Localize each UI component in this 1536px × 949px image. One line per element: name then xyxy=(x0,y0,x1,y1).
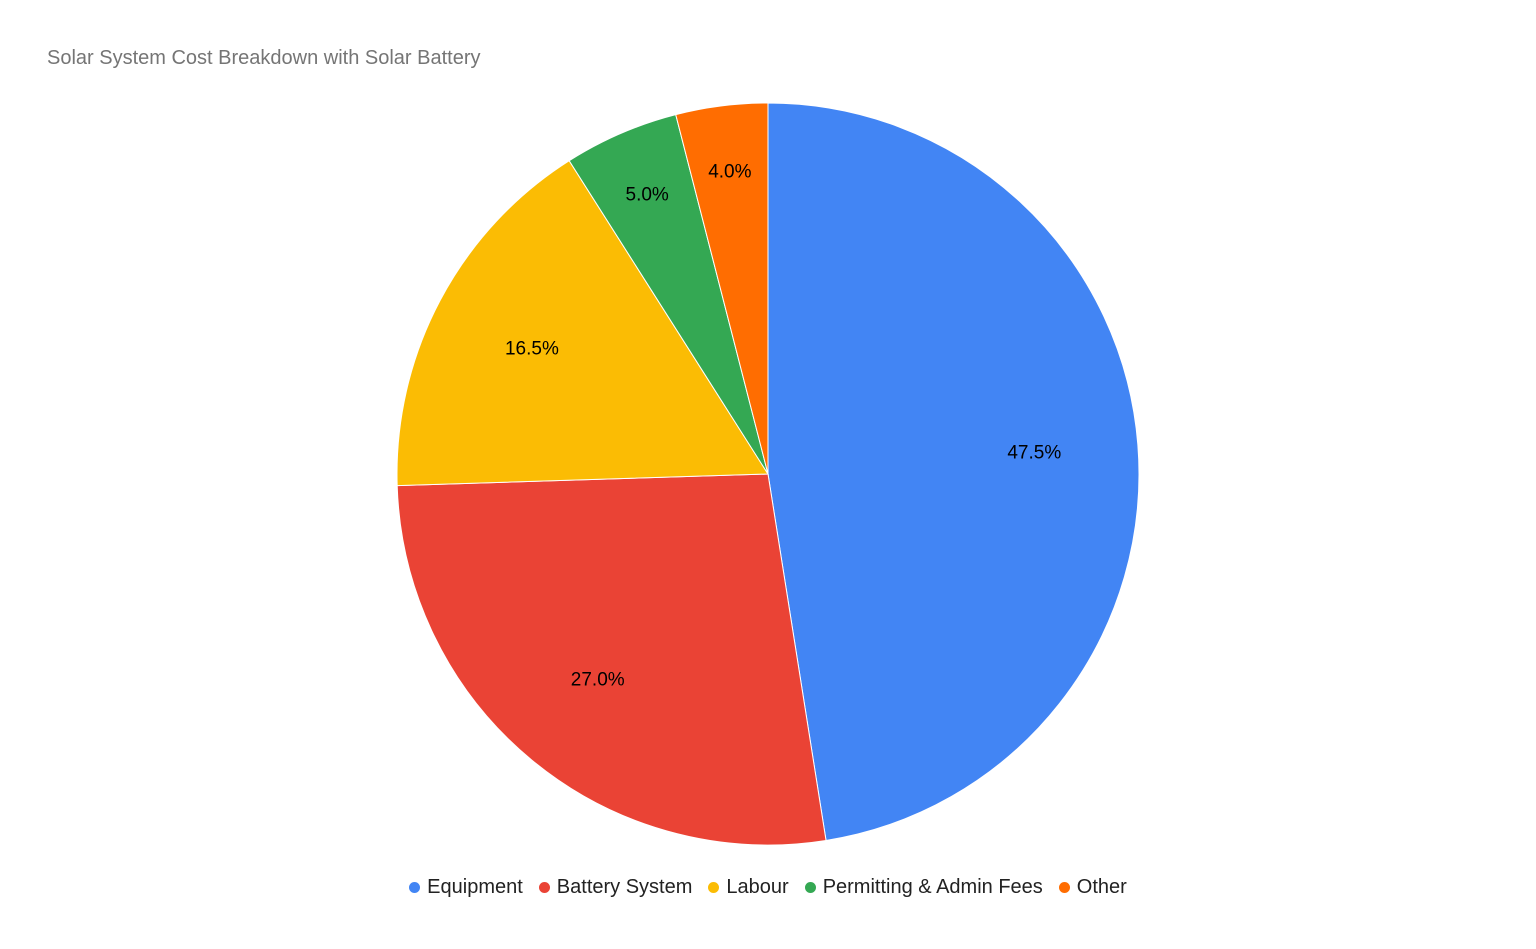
legend-item: Permitting & Admin Fees xyxy=(804,876,1043,899)
legend-label: Permitting & Admin Fees xyxy=(822,876,1043,898)
legend-label: Other xyxy=(1076,876,1127,898)
pie-slice-other xyxy=(675,102,769,475)
slice-value-label: 27.0% xyxy=(571,669,625,690)
legend-dot-icon xyxy=(708,882,720,893)
legend-label: Equipment xyxy=(427,876,523,898)
chart-legend: Equipment Battery System Labour Permitting … xyxy=(0,876,1536,899)
legend-item: Other xyxy=(1058,876,1127,899)
legend-item: Equipment xyxy=(409,876,523,899)
legend-label: Battery System xyxy=(556,876,693,898)
legend-item: Battery System xyxy=(538,876,693,899)
slice-value-label: 47.5% xyxy=(1007,443,1061,464)
legend-dot-icon xyxy=(804,882,816,893)
pie-slice-labour xyxy=(396,160,769,487)
slice-value-label: 16.5% xyxy=(505,339,559,360)
legend-dot-icon xyxy=(1058,882,1070,893)
legend-item: Labour xyxy=(708,876,789,899)
legend-dot-icon xyxy=(409,882,421,893)
pie-slice-battery-system xyxy=(396,473,827,846)
chart-title: Solar System Cost Breakdown with Solar B… xyxy=(47,47,481,69)
slice-value-label: 4.0% xyxy=(708,162,751,183)
legend-label: Labour xyxy=(726,876,789,898)
pie-slice-equipment xyxy=(767,102,1140,842)
legend-dot-icon xyxy=(538,882,550,893)
slice-value-label: 5.0% xyxy=(626,184,669,205)
